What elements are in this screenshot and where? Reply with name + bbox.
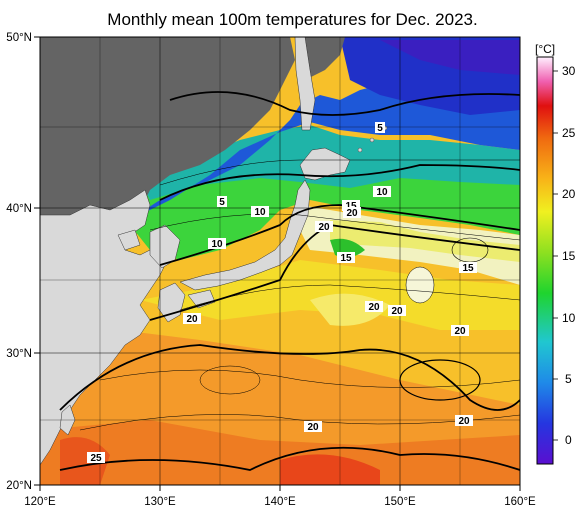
colorbar-tick-30: 30 [562, 64, 576, 78]
contour-label: 10 [376, 187, 388, 198]
contour-label: 15 [462, 263, 474, 274]
isotherm-10 [159, 164, 520, 201]
ocean-red-patch-west [60, 437, 110, 485]
colorbar-tick-20: 20 [562, 187, 576, 201]
contour-label: 15 [340, 253, 352, 264]
contour-label: 20 [318, 222, 330, 233]
isotherm-thin-3 [99, 369, 520, 388]
isotherm-thin-2 [159, 159, 520, 186]
contour-label: 20 [458, 416, 470, 427]
lat-label-50: 50°N [6, 32, 32, 44]
land-kuril-2 [369, 137, 375, 143]
lat-label-20: 20°N [6, 480, 32, 492]
colorbar-unit: [°C] [535, 42, 555, 56]
lon-label-150: 150°E [384, 496, 416, 508]
isotherm-thin-1 [149, 213, 520, 241]
colorbar [536, 56, 554, 465]
contour-label: 15 [345, 201, 357, 212]
land-hokkaido [299, 147, 351, 181]
ocean-violet-zone [380, 40, 520, 75]
isotherm-20 [149, 224, 520, 321]
axis-ticks [34, 36, 521, 491]
colorbar-tick-25: 25 [562, 126, 576, 140]
contour-label: 20 [346, 208, 358, 219]
colorbar-tick-15: 15 [562, 249, 576, 263]
lon-label-160: 160°E [504, 496, 536, 508]
colorbar-tick-5: 5 [565, 372, 572, 386]
graticule [40, 37, 520, 485]
isotherm-5 [169, 91, 520, 116]
map-title: Monthly mean 100m temperatures for Dec. … [107, 10, 478, 29]
lon-label-140: 140°E [264, 496, 296, 508]
colorbar-tick-0: 0 [565, 433, 572, 447]
contour-label: 10 [254, 207, 266, 218]
land-kuril-1 [357, 147, 363, 153]
lon-label-130: 130°E [144, 496, 176, 508]
contour-label: 20 [454, 326, 466, 337]
lat-label-40: 40°N [6, 203, 32, 215]
lat-label-30: 30°N [6, 348, 32, 360]
ocean-green-zone [130, 175, 520, 260]
contour-label: 20 [186, 314, 198, 325]
ocean-warm-eddy [405, 266, 435, 304]
ocean-transition-yellow [330, 220, 520, 262]
land-shandong [117, 229, 141, 251]
contour-label: 20 [391, 306, 403, 317]
isotherm-20b [59, 344, 520, 411]
contour-label: 10 [211, 239, 223, 250]
nodata-area [40, 37, 295, 215]
ocean-red-patch [280, 454, 380, 485]
isotherm-eddy-3 [199, 365, 261, 395]
land-sakhalin [294, 37, 316, 131]
colorbar-ticks [553, 70, 558, 441]
colorbar-tick-10: 10 [562, 311, 576, 325]
isotherm-25 [59, 446, 520, 471]
contour-label: 20 [368, 302, 380, 313]
contour-label: 20 [307, 422, 319, 433]
nodata-area-okhotsk [300, 37, 345, 80]
land-honshu [179, 179, 311, 291]
lon-label-120: 120°E [24, 496, 56, 508]
contour-labels: 5 5 10 10 10 15 15 15 20 20 20 20 20 20 … [87, 122, 477, 464]
isotherm-thin-5 [179, 284, 520, 311]
contour-label: 5 [219, 197, 225, 208]
contour-label: 5 [377, 123, 383, 134]
contour-label: 25 [90, 453, 102, 464]
